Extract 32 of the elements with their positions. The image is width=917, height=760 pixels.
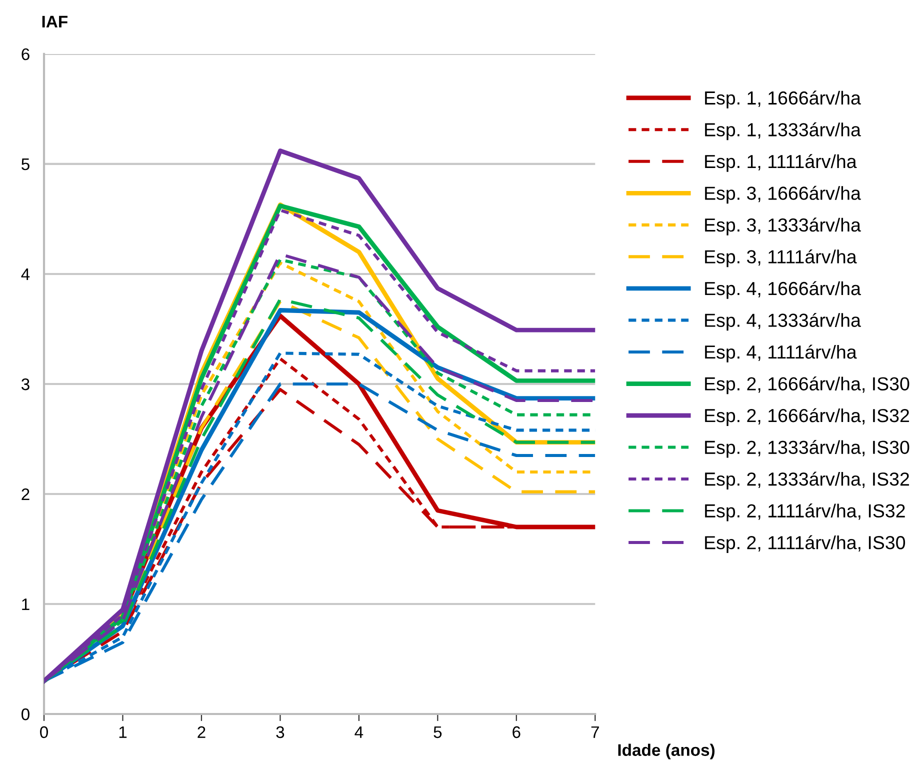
legend-label: Esp. 2, 1111árv/ha, IS30 bbox=[705, 535, 906, 553]
legend-label: Esp. 2, 1333árv/ha, IS32 bbox=[705, 472, 909, 490]
x-tick-label: 3 bbox=[276, 726, 284, 738]
x-tick-label: 7 bbox=[591, 726, 599, 738]
x-tick-label: 4 bbox=[354, 726, 364, 738]
x-tick-label: 5 bbox=[434, 726, 442, 738]
y-tick-label: 6 bbox=[22, 48, 30, 60]
legend-label: Esp. 2, 1666árv/ha, IS30 bbox=[705, 376, 910, 394]
legend-label: Esp. 1, 1333árv/ha bbox=[705, 122, 861, 140]
y-tick-label: 3 bbox=[21, 378, 30, 390]
x-tick-label: 2 bbox=[198, 726, 206, 738]
x-tick-label: 1 bbox=[119, 726, 127, 738]
y-tick-label: 5 bbox=[22, 158, 30, 170]
legend-label: Esp. 2, 1666árv/ha, IS32 bbox=[705, 408, 909, 426]
y-tick-label: 2 bbox=[22, 488, 30, 500]
legend-label: Esp. 4, 1111árv/ha bbox=[705, 344, 857, 362]
legend-label: Esp. 1, 1666árv/ha bbox=[705, 90, 861, 108]
legend-label: Esp. 3, 1666árv/ha bbox=[705, 186, 861, 204]
legend-label: Esp. 2, 1111árv/ha, IS32 bbox=[705, 504, 905, 522]
legend-label: Esp. 4, 1333árv/ha bbox=[705, 312, 861, 331]
y-axis-title: IAF bbox=[42, 16, 68, 28]
legend-label: Esp. 2, 1333árv/ha, IS30 bbox=[705, 440, 910, 458]
x-axis-title: Idade (anos) bbox=[618, 744, 715, 760]
legend-label: Esp. 3, 1111árv/ha bbox=[705, 249, 857, 268]
legend-label: Esp. 4, 1666árv/ha bbox=[705, 281, 861, 299]
y-tick-label: 4 bbox=[21, 268, 30, 280]
x-tick-label: 6 bbox=[512, 726, 520, 738]
legend-label: Esp. 1, 1111árv/ha bbox=[705, 154, 857, 172]
y-tick-label: 1 bbox=[22, 598, 30, 610]
y-tick-label: 0 bbox=[22, 708, 30, 720]
legend-label: Esp. 3, 1333árv/ha bbox=[705, 218, 861, 236]
x-tick-label: 0 bbox=[40, 726, 48, 738]
